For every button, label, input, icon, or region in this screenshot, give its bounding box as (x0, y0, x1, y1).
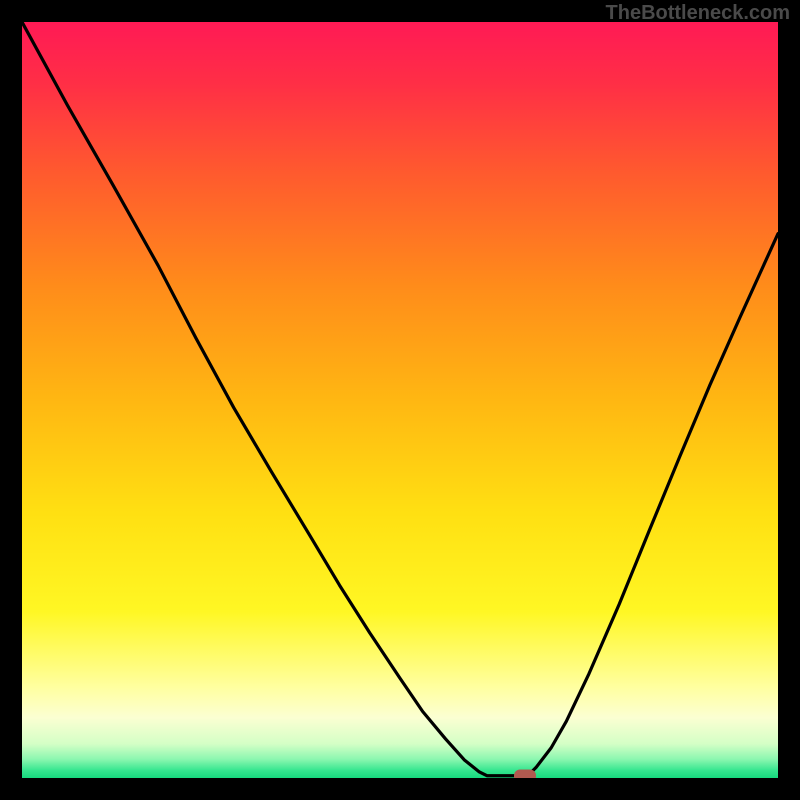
chart-frame: TheBottleneck.com (0, 0, 800, 800)
bottleneck-curve (22, 22, 778, 778)
curve-path (22, 22, 778, 776)
optimal-point-marker (514, 769, 536, 778)
marker-rect (514, 769, 536, 778)
marker-shape (514, 769, 536, 778)
plot-area (22, 22, 778, 778)
